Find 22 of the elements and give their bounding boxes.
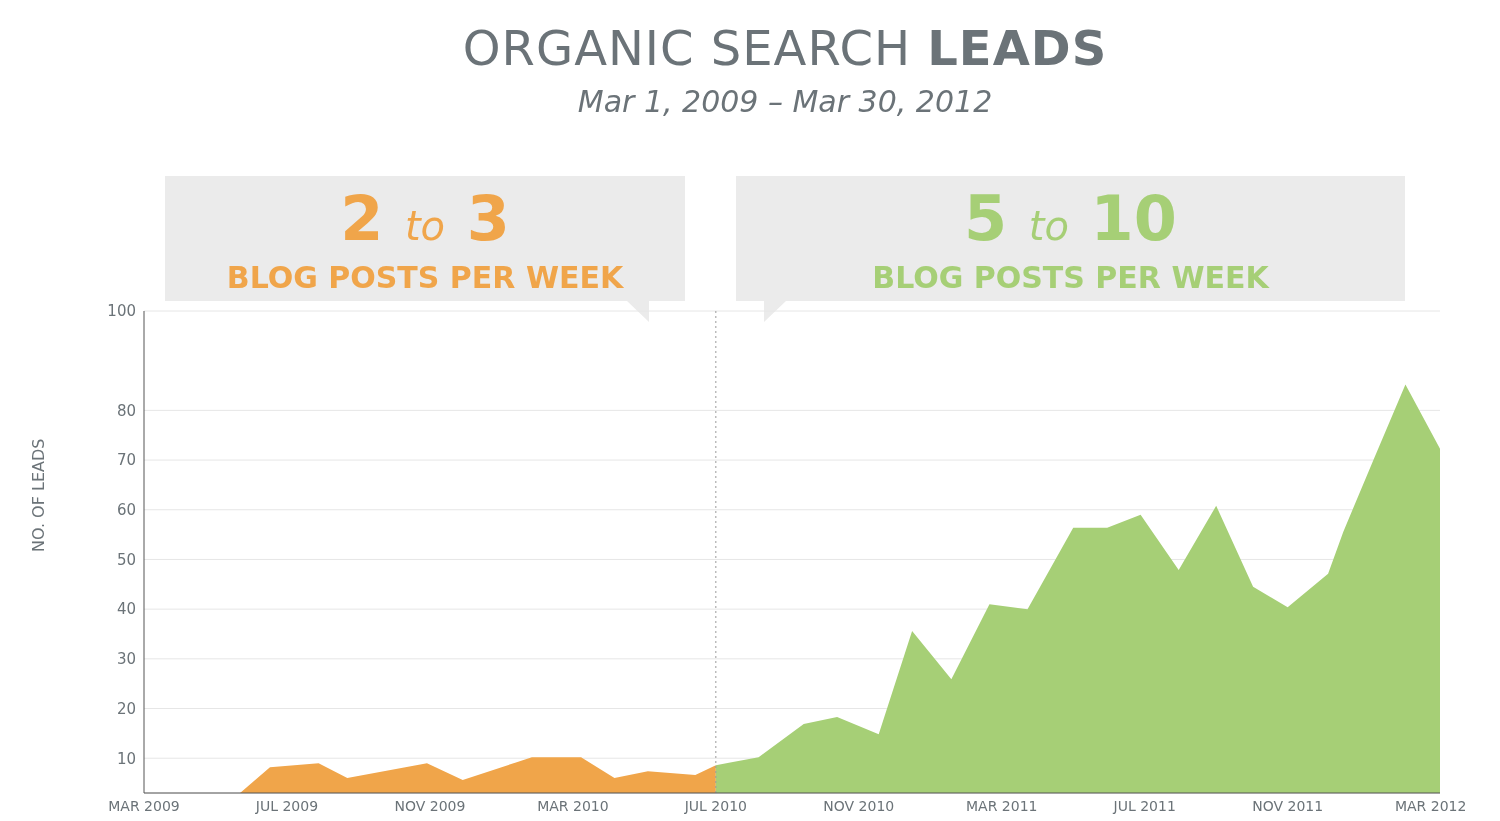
- x-tick-label: MAR 2011: [966, 797, 1038, 814]
- x-tick-label: NOV 2010: [823, 797, 895, 814]
- y-tick-label: 70: [116, 451, 136, 470]
- y-tick-label: 40: [116, 600, 136, 619]
- y-tick-label: 30: [116, 650, 136, 669]
- x-tick-label: MAR 2009: [108, 797, 180, 814]
- y-tick-label: 100: [107, 302, 136, 321]
- x-tick-label: MAR 2010: [537, 797, 609, 814]
- x-tick-label: NOV 2009: [394, 797, 466, 814]
- x-tick-label: JUL 2010: [683, 797, 747, 814]
- y-tick-label: 80: [116, 401, 136, 420]
- y-tick-label: 50: [116, 550, 136, 569]
- chart-subtitle: Mar 1, 2009 – Mar 30, 2012: [576, 84, 994, 119]
- chart-title: ORGANIC SEARCH LEADS: [461, 20, 1109, 76]
- y-axis-title: NO. OF LEADS: [28, 438, 48, 552]
- x-tick-label: JUL 2009: [254, 797, 319, 814]
- x-tick-label: MAR 2012: [1394, 797, 1467, 814]
- y-tick-label: 10: [116, 749, 136, 768]
- y-tick-label: 60: [116, 501, 136, 520]
- x-tick-label: NOV 2011: [1252, 797, 1324, 814]
- y-tick-label: 20: [116, 699, 136, 718]
- x-tick-label: JUL 2011: [1112, 797, 1176, 814]
